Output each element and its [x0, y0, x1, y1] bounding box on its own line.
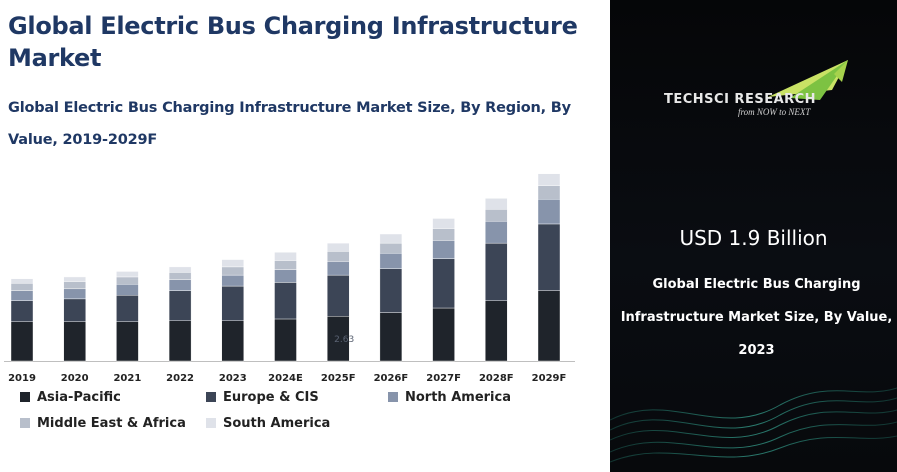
bar-segment	[168, 290, 192, 321]
bar-segment	[537, 185, 561, 200]
x-tick-label: 2027F	[426, 373, 461, 384]
bar-segment	[116, 321, 139, 362]
bar-segment	[10, 321, 34, 362]
legend-swatch	[388, 392, 398, 402]
wave-background	[610, 387, 897, 463]
legend-label: North America	[405, 390, 511, 405]
legend-swatch	[206, 392, 216, 402]
bar-segment	[10, 278, 34, 284]
bar-segment	[221, 259, 245, 268]
bar-segment	[537, 173, 561, 186]
bar-segment	[10, 300, 34, 322]
x-tick-label: 2024E	[268, 373, 303, 384]
bar-segment	[168, 279, 192, 291]
bar-segment	[485, 198, 508, 210]
x-tick-label: 2019	[8, 373, 36, 384]
bar-segment	[432, 240, 455, 259]
bar-segment	[10, 283, 34, 291]
bar-segment	[63, 288, 86, 300]
x-tick-label: 2022	[166, 373, 194, 384]
x-tick-label: 2025F	[321, 373, 356, 384]
market-size-value: USD 1.9 Billion	[679, 226, 828, 250]
legend-item: Asia-Pacific	[20, 390, 121, 405]
legend-label: Asia-Pacific	[37, 390, 121, 405]
x-tick-label: 2023	[219, 373, 247, 384]
techsci-logo-icon	[768, 60, 848, 100]
bar-segment	[116, 295, 139, 322]
bar-segment	[63, 281, 86, 290]
bar-segment	[116, 284, 139, 296]
bar-segment	[432, 258, 455, 309]
brand-name: TECHSCI RESEARCH	[664, 92, 817, 107]
bar-segment	[379, 312, 403, 362]
bar-segment	[327, 274, 350, 317]
bar-segment	[274, 318, 297, 362]
x-tick-label: 2029F	[532, 373, 567, 384]
stacked-bar-chart: 2019 2020 2021 2022 2023 2024E 2025F 2026F 2027F…	[4, 173, 575, 384]
bar-segment	[537, 199, 561, 225]
legend-item: Europe & CIS	[206, 390, 319, 405]
bar-segment	[274, 260, 297, 270]
bar-segment	[327, 242, 350, 252]
bar-segment	[168, 266, 192, 273]
bar-segment	[274, 252, 297, 261]
bar-segment	[63, 298, 86, 322]
bar-segment	[168, 272, 192, 280]
chart-legend: Asia-Pacific Europe & CIS North America Mid…	[20, 390, 600, 440]
bar-segment	[10, 290, 34, 301]
legend-swatch	[20, 392, 30, 402]
bar-segment	[327, 261, 350, 276]
legend-swatch	[20, 418, 30, 428]
info-panel: TECHSCI RESEARCH from NOW to NEXT USD 1.…	[610, 0, 897, 472]
bar-segment	[274, 282, 297, 320]
bar-segment	[379, 268, 403, 313]
bar-segment	[432, 307, 455, 362]
legend-label: South America	[223, 416, 331, 431]
bar-segment	[379, 242, 403, 254]
x-tick-label: 2028F	[479, 373, 514, 384]
bar-segment	[485, 300, 508, 362]
brand-tagline: from NOW to NEXT	[738, 107, 811, 117]
bar-segment	[485, 221, 508, 244]
chart-title: Global Electric Bus Charging Infrastruct…	[8, 12, 578, 72]
bar-segment	[379, 233, 403, 244]
x-tick-label: 2020	[61, 373, 89, 384]
chart-panel: Global Electric Bus Charging Infrastruct…	[4, 12, 600, 440]
bar-segment	[485, 242, 508, 301]
bar-segment	[379, 252, 403, 269]
bar-segment	[221, 266, 245, 276]
chart-subtitle: Global Electric Bus Charging Infrastruct…	[8, 100, 571, 148]
bar-segment	[63, 321, 86, 362]
legend-item: South America	[206, 416, 330, 431]
bar-segment	[485, 209, 508, 222]
bar-segment	[432, 228, 455, 241]
bar-segment	[432, 218, 455, 229]
bar-segment	[327, 251, 350, 262]
legend-item: Middle East & Africa	[20, 416, 186, 431]
bar-segment	[221, 274, 245, 287]
market-size-description: Global Electric Bus Charging Infrastruct…	[620, 277, 893, 358]
legend-swatch	[206, 418, 216, 428]
bar-segment	[221, 285, 245, 321]
bar-segment	[537, 223, 561, 291]
bar-segment	[537, 290, 561, 362]
legend-item: North America	[388, 390, 511, 405]
x-tick-label: 2021	[113, 373, 141, 384]
legend-label: Europe & CIS	[223, 390, 319, 405]
bar-segment	[63, 276, 86, 282]
legend-label: Middle East & Africa	[37, 416, 186, 431]
data-label: 2.63	[334, 335, 354, 345]
bar-segment	[274, 269, 297, 283]
bar-segment	[168, 320, 192, 362]
bar-segment	[116, 276, 139, 285]
x-tick-label: 2026F	[374, 373, 409, 384]
bar-segment	[116, 271, 139, 278]
bar-segment	[221, 320, 245, 362]
